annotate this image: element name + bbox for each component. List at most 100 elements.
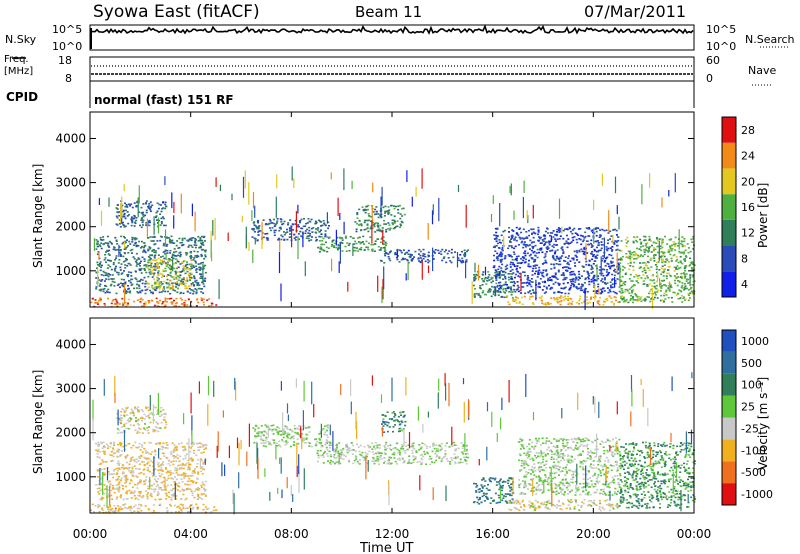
heatmap-cell [133,491,136,494]
heatmap-cell [129,249,132,252]
heatmap-cell [298,238,300,240]
heatmap-cell [660,285,663,288]
heatmap-cell [202,241,204,244]
heatmap-cell [153,278,156,281]
heatmap-cell [169,249,172,252]
heatmap-cell [648,269,651,272]
heatmap-cell [496,242,499,245]
heatmap-cell [169,279,172,282]
heatmap-cell [358,463,361,465]
heatmap-cell [652,255,655,257]
heatmap-cell [583,282,586,284]
heatmap-cell [495,279,498,281]
heatmap-cell [563,259,565,262]
heatmap-cell [491,277,494,279]
heatmap-cell [647,292,650,295]
heatmap-cell [273,442,276,444]
heatmap-cell [153,251,156,253]
heatmap-cell [299,425,302,427]
heatmap-cell [602,287,605,289]
heatmap-cell [119,253,122,256]
heatmap-cell [391,222,394,224]
heatmap-cell [377,226,380,229]
heatmap-cell [511,300,514,302]
heatmap-cell [373,223,376,226]
heatmap-cell [156,413,159,415]
heatmap-cell [558,291,561,294]
heatmap-cell [117,470,119,472]
heatmap-cell [570,302,573,305]
heatmap-cell [182,458,185,460]
heatmap-cell [172,257,175,260]
heatmap-cell [363,228,366,231]
heatmap-cell [118,418,121,420]
heatmap-streak [513,210,515,220]
heatmap-cell [473,276,476,278]
heatmap-cell [581,285,584,287]
heatmap-cell [633,251,636,253]
heatmap-streak [295,211,297,233]
heatmap-cell [554,272,557,274]
heatmap-cell [181,488,184,491]
heatmap-cell [182,267,185,270]
heatmap-cell [132,492,135,495]
heatmap-cell [611,249,614,251]
heatmap-streak [380,196,382,217]
heatmap-cell [184,449,187,451]
heatmap-cell [118,462,121,465]
heatmap-cell [151,259,154,261]
heatmap-cell [264,439,267,442]
heatmap-cell [574,265,577,267]
heatmap-cell [192,459,194,461]
heatmap-cell [153,236,156,238]
heatmap-cell [644,235,647,238]
heatmap-cell [687,282,690,284]
heatmap-cell [308,442,311,445]
heatmap-cell [180,291,182,294]
heatmap-cell [185,483,188,486]
heatmap-cell [541,251,544,253]
heatmap-cell [404,252,407,254]
heatmap-cell [97,476,99,478]
heatmap-cell [286,228,288,231]
heatmap-cell [191,474,194,477]
heatmap-cell [260,438,263,441]
heatmap-cell [618,249,621,252]
heatmap-cell [177,266,180,269]
heatmap-cell [404,452,407,454]
heatmap-cell [174,286,177,288]
heatmap-cell [187,239,189,242]
heatmap-cell [371,448,374,450]
heatmap-cell [254,428,257,431]
heatmap-cell [496,257,499,259]
heatmap-cell [135,467,137,470]
heatmap-cell [596,254,599,256]
heatmap-streak [211,251,213,262]
heatmap-cell [202,463,205,465]
heatmap-cell [143,442,146,444]
heatmap-cell [352,444,355,447]
power-heatmap [90,166,696,310]
heatmap-cell [529,283,532,286]
heatmap-cell [686,287,689,290]
heatmap-cell [130,408,133,411]
heatmap-cell [113,444,115,447]
heatmap-cell [621,255,624,258]
heatmap-cell [571,236,574,239]
heatmap-cell [545,251,548,253]
heatmap-cell [683,240,686,243]
heatmap-cell [192,282,195,284]
heatmap-cell [105,290,108,292]
heatmap-cell [113,246,116,249]
heatmap-streak [377,275,379,292]
heatmap-cell [140,247,142,249]
heatmap-cell [253,231,256,233]
heatmap-cell [282,431,285,433]
heatmap-cell [139,468,141,470]
heatmap-cell [96,487,99,490]
heatmap-cell [154,250,157,252]
heatmap-cell [97,470,100,472]
heatmap-cell [315,221,318,224]
heatmap-cell [113,468,116,471]
heatmap-streak [335,229,337,246]
